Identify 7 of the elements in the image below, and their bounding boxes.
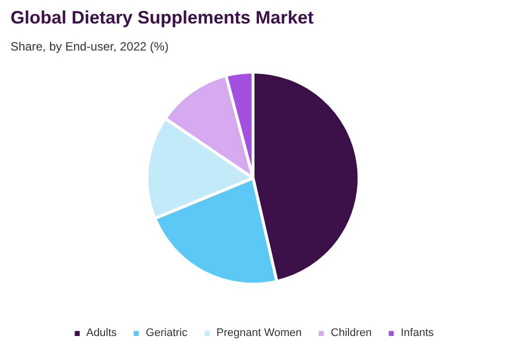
legend-label: Geriatric (146, 327, 188, 339)
legend-label: Adults (86, 327, 117, 339)
legend-label: Infants (400, 327, 434, 339)
legend-label: Children (330, 327, 372, 339)
chart-title: Global Dietary Supplements Market (10, 8, 314, 28)
legend-label: Pregnant Women (216, 327, 302, 339)
chart-subtitle: Share, by End-user, 2022 (%) (10, 40, 169, 54)
